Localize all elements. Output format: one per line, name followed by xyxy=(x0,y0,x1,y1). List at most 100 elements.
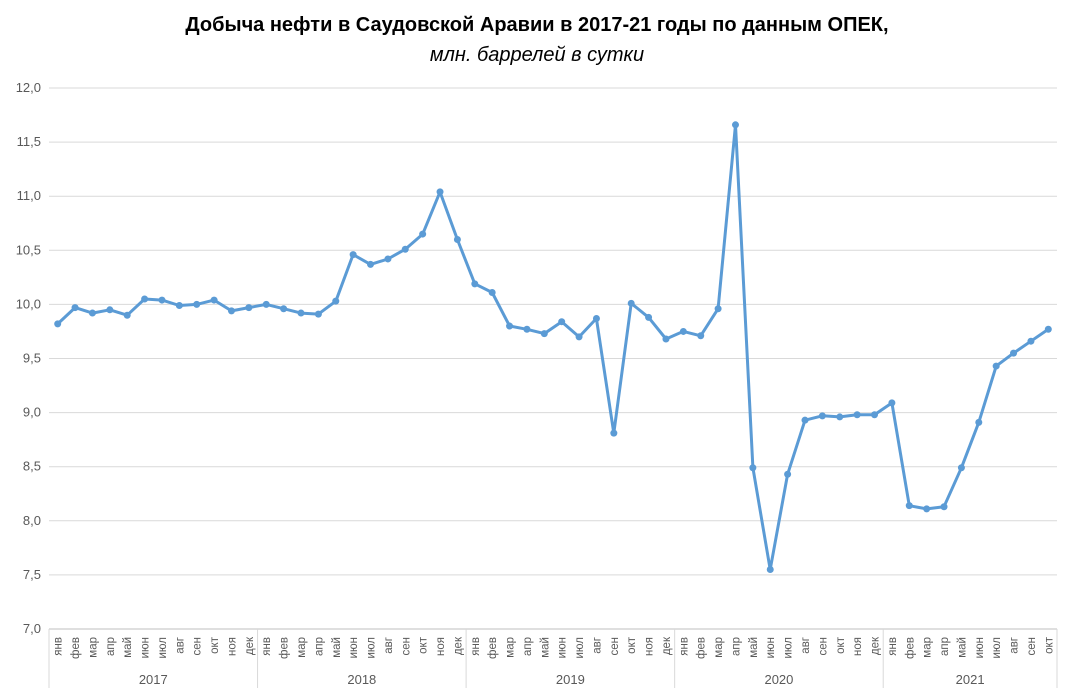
month-label: янв xyxy=(887,637,899,656)
data-point xyxy=(453,235,461,243)
month-label: ноя xyxy=(644,637,656,656)
y-tick-label: 11,5 xyxy=(17,134,41,149)
month-label: окт xyxy=(835,636,847,654)
month-label: июл xyxy=(574,637,586,659)
month-label: мар xyxy=(922,637,934,658)
month-label: май xyxy=(748,637,760,658)
data-point xyxy=(506,322,514,330)
y-tick-label: 10,0 xyxy=(16,296,41,311)
month-label: окт xyxy=(209,636,221,654)
data-point xyxy=(731,121,739,129)
month-label: апр xyxy=(105,637,117,656)
month-label: окт xyxy=(418,636,430,654)
data-point xyxy=(975,418,983,426)
data-point xyxy=(1044,325,1052,333)
y-tick-label: 8,5 xyxy=(23,459,41,474)
data-point xyxy=(523,325,531,333)
data-point xyxy=(141,295,149,303)
y-tick-label: 11,0 xyxy=(17,188,41,203)
data-point xyxy=(592,314,600,322)
data-point xyxy=(245,304,253,312)
month-label: дек xyxy=(452,636,464,655)
month-label: май xyxy=(539,637,551,658)
month-label: фев xyxy=(487,637,499,659)
month-label: янв xyxy=(261,637,273,656)
month-label: дек xyxy=(244,636,256,655)
month-label: янв xyxy=(470,637,482,656)
month-label: май xyxy=(122,637,134,658)
data-point xyxy=(193,300,201,308)
data-point xyxy=(71,304,79,312)
month-label: авг xyxy=(800,637,812,654)
data-point xyxy=(558,318,566,326)
month-label: июл xyxy=(783,637,795,659)
month-label: окт xyxy=(1043,636,1055,654)
data-point xyxy=(227,307,235,315)
y-tick-label: 7,0 xyxy=(23,621,41,636)
month-label: май xyxy=(331,637,343,658)
data-point xyxy=(158,296,166,304)
series-line xyxy=(56,123,1050,571)
chart-title: Добыча нефти в Саудовской Аравии в 2017-… xyxy=(185,14,889,36)
data-point xyxy=(923,505,931,513)
data-point xyxy=(853,411,861,419)
month-label: ноя xyxy=(435,637,447,656)
month-label: янв xyxy=(53,637,65,656)
data-point xyxy=(905,502,913,510)
data-point xyxy=(210,296,218,304)
month-label: май xyxy=(956,637,968,658)
data-point xyxy=(697,332,705,340)
data-point xyxy=(349,251,357,259)
month-label: авг xyxy=(174,637,186,654)
data-point xyxy=(992,362,1000,370)
month-label: сен xyxy=(609,637,621,656)
month-label: июн xyxy=(348,637,360,658)
data-point xyxy=(749,464,757,472)
month-label: сен xyxy=(400,637,412,656)
data-point xyxy=(488,288,496,296)
data-point xyxy=(836,413,844,421)
year-label: 2020 xyxy=(764,672,793,687)
data-point xyxy=(1027,337,1035,345)
data-point xyxy=(419,230,427,238)
data-point xyxy=(332,297,340,305)
data-point xyxy=(575,333,583,341)
data-point xyxy=(888,399,896,407)
y-tick-label: 9,5 xyxy=(23,351,41,366)
month-label: фев xyxy=(70,637,82,659)
month-label: апр xyxy=(730,637,742,656)
data-point xyxy=(175,301,183,309)
year-label: 2017 xyxy=(139,672,168,687)
month-label: мар xyxy=(296,637,308,658)
y-tick-label: 8,0 xyxy=(23,513,41,528)
data-point xyxy=(540,330,548,338)
month-label: фев xyxy=(904,637,916,659)
data-point xyxy=(1010,349,1018,357)
month-label: июн xyxy=(765,637,777,658)
data-point xyxy=(818,412,826,420)
month-label: авг xyxy=(591,637,603,654)
y-tick-label: 9,0 xyxy=(23,405,41,420)
month-label: июн xyxy=(974,637,986,658)
month-label: мар xyxy=(713,637,725,658)
month-label: мар xyxy=(505,637,517,658)
month-label: мар xyxy=(87,637,99,658)
month-label: сен xyxy=(192,637,204,656)
data-point xyxy=(367,260,375,268)
y-tick-label: 12,0 xyxy=(16,80,41,95)
data-point xyxy=(957,464,965,472)
data-point xyxy=(314,310,322,318)
data-point xyxy=(627,299,635,307)
data-point xyxy=(714,305,722,313)
data-point xyxy=(679,327,687,335)
month-label: июл xyxy=(991,637,1003,659)
month-label: сен xyxy=(1026,637,1038,656)
month-label: дек xyxy=(870,636,882,655)
month-label: апр xyxy=(939,637,951,656)
data-point xyxy=(436,188,444,196)
data-point xyxy=(262,300,270,308)
month-label: июн xyxy=(140,637,152,658)
y-tick-label: 7,5 xyxy=(23,567,41,582)
year-label: 2021 xyxy=(956,672,985,687)
month-label: ноя xyxy=(226,637,238,656)
